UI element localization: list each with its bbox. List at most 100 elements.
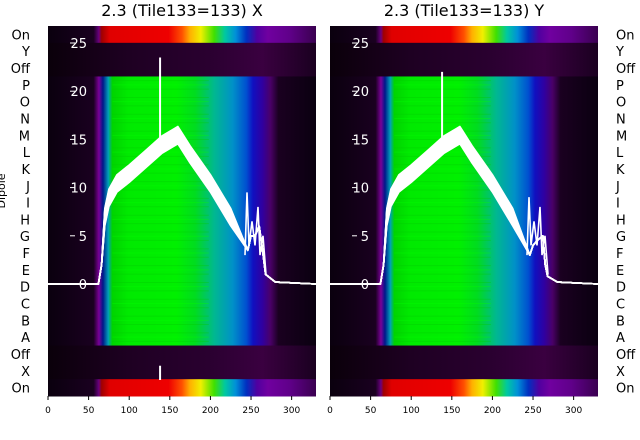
heatmap-row-d: [330, 278, 598, 296]
row-label: O: [20, 96, 30, 111]
row-label: E: [22, 264, 30, 279]
row-label: L: [23, 146, 31, 161]
heatmap-row-k: [330, 160, 598, 178]
x-tick-label: 100: [403, 406, 420, 416]
row-label: X: [21, 365, 30, 380]
row-label: M: [616, 129, 627, 144]
row-label: On: [12, 382, 30, 397]
y-tick-label: 5: [361, 230, 369, 245]
row-label: F: [23, 247, 30, 262]
heatmap-row-l: [330, 143, 598, 162]
y-tick-label: 25: [70, 37, 87, 52]
row-label: I: [616, 197, 620, 212]
spectrum-burst: [526, 197, 549, 275]
heatmap-row-e: [48, 261, 316, 279]
heatmap-row-h: [48, 211, 316, 229]
row-label: G: [20, 230, 30, 245]
row-label: A: [616, 331, 625, 346]
spectrum-line: [330, 125, 599, 285]
y-tick-label: 0: [361, 278, 369, 293]
row-label: G: [616, 230, 626, 245]
chart-title: 2.3 (Tile133=133) Y: [384, 1, 545, 20]
row-label: B: [616, 314, 625, 329]
x-tick-label: 250: [524, 406, 541, 416]
row-label: B: [21, 314, 30, 329]
row-label: On: [616, 382, 634, 397]
y-tick-label: 15: [352, 133, 369, 148]
chart-title: 2.3 (Tile133=133) X: [101, 1, 263, 20]
row-label: Off: [616, 348, 636, 363]
heatmap-row-i: [48, 194, 316, 212]
heatmap-row-o: [48, 93, 316, 111]
row-label: F: [616, 247, 623, 262]
y-tick-label: 5: [79, 230, 87, 245]
y-tick-label: 25: [352, 37, 369, 52]
y-axis-label: Dipole: [0, 173, 8, 208]
heatmap-row-y: [48, 42, 316, 61]
heatmap-row-n: [330, 110, 598, 128]
row-label: D: [20, 281, 30, 296]
y-tick-label: 20: [70, 85, 87, 100]
heatmap-row-b: [48, 311, 316, 330]
x-tick-label: 250: [242, 406, 259, 416]
row-label: C: [616, 298, 625, 313]
heatmap-row-y: [330, 42, 598, 61]
panel-2: 2.3 (Tile133=133) Y On Y Off PONMLKJIHGFEDCB…: [327, 1, 636, 416]
heatmap-row-p: [48, 76, 316, 94]
row-label: X: [616, 365, 625, 380]
row-label: C: [21, 298, 30, 313]
y-tick-label: 10: [70, 182, 87, 197]
x-tick-label: 100: [121, 406, 138, 416]
x-tick-label: 300: [283, 406, 300, 416]
row-label: J: [615, 180, 620, 195]
x-tick-label: 200: [202, 406, 219, 416]
x-tick-label: 0: [327, 406, 333, 416]
row-label: L: [616, 146, 624, 161]
row-label: Off: [11, 62, 31, 77]
row-label: I: [26, 197, 30, 212]
heatmap-row-on: [330, 26, 598, 44]
heatmap-row-c: [48, 295, 316, 313]
heatmap-row-on: [330, 379, 598, 397]
heatmap-row-b: [330, 311, 598, 330]
heatmap-row-d: [48, 278, 316, 296]
x-tick-label: 200: [484, 406, 501, 416]
heatmap-row-h: [330, 211, 598, 229]
y-tick-label: 20: [352, 85, 369, 100]
row-label: H: [20, 213, 30, 228]
row-label: Y: [21, 45, 30, 60]
heatmap-row-c: [330, 295, 598, 313]
row-label: M: [19, 129, 30, 144]
heatmap-row-l: [48, 143, 316, 162]
row-label: D: [616, 281, 626, 296]
heatmap-row-off: [330, 345, 598, 363]
x-tick-label: 50: [365, 406, 377, 416]
x-tick-label: 50: [83, 406, 95, 416]
row-label: K: [21, 163, 30, 178]
row-label: P: [22, 79, 30, 94]
heatmap-row-x: [48, 362, 316, 380]
heatmap-row-o: [330, 93, 598, 111]
x-tick-label: 0: [45, 406, 51, 416]
heatmap-row-a: [48, 328, 316, 347]
heatmap-row-x: [330, 362, 598, 380]
heatmap-row-i: [330, 194, 598, 212]
heatmap-row-off: [48, 59, 316, 77]
heatmap-row-p: [330, 76, 598, 94]
y-tick-label: 0: [79, 278, 87, 293]
heatmap-row-n: [48, 110, 316, 128]
heatmap-row-on: [48, 379, 316, 397]
x-tick-label: 150: [161, 406, 178, 416]
x-tick-label: 300: [565, 406, 582, 416]
spectrum-burst: [244, 192, 267, 275]
row-label: Off: [11, 348, 31, 363]
row-label: N: [616, 113, 626, 128]
heatmap-row-off: [330, 59, 598, 77]
row-label: K: [616, 163, 625, 178]
row-label: P: [616, 79, 624, 94]
heatmap-row-on: [48, 26, 316, 44]
row-label: Off: [616, 62, 636, 77]
heatmap-row-a: [330, 328, 598, 347]
row-label: A: [21, 331, 30, 346]
